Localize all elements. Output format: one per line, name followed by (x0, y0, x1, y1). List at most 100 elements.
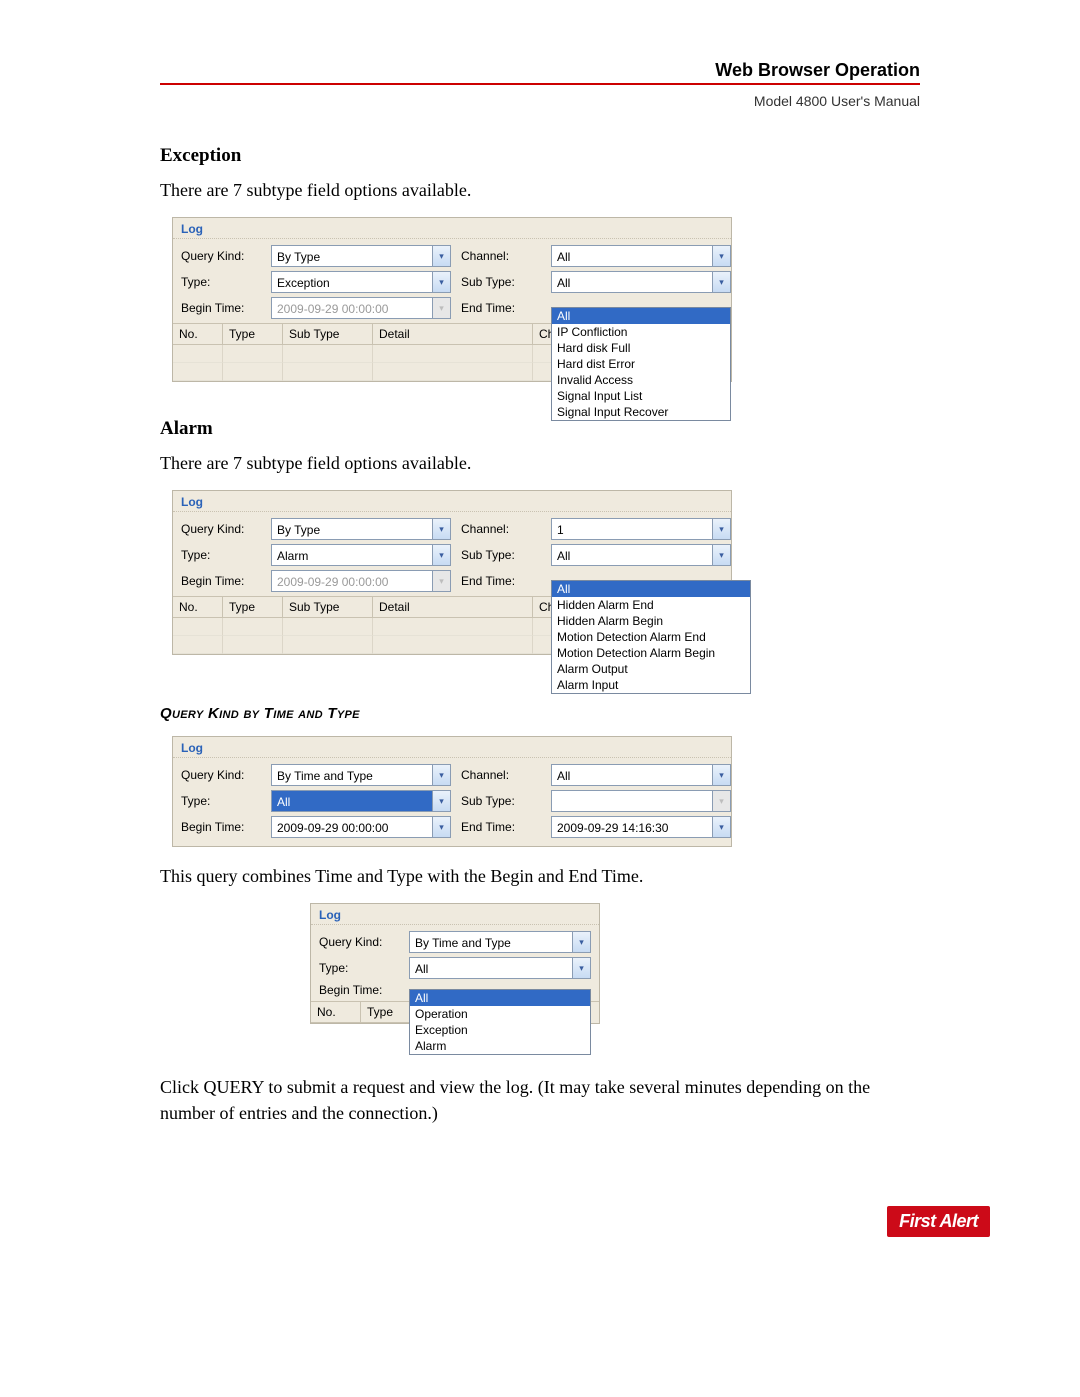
table-column-header: Detail (373, 324, 533, 345)
begin-time-field: 2009-09-29 00:00:00 ▾ (271, 570, 451, 592)
dropdown-option[interactable]: Alarm (410, 1038, 590, 1054)
chevron-down-icon[interactable]: ▾ (712, 545, 730, 565)
chevron-down-icon[interactable]: ▾ (712, 246, 730, 266)
table-cell (173, 345, 223, 363)
label-type: Type: (319, 961, 399, 975)
dropdown-option[interactable]: Signal Input Recover (552, 404, 730, 420)
table-column-header: No. (173, 597, 223, 618)
table-cell (373, 636, 533, 654)
chevron-down-icon[interactable]: ▾ (572, 958, 590, 978)
dropdown-option[interactable]: IP Confliction (552, 324, 730, 340)
chevron-down-icon[interactable]: ▾ (712, 765, 730, 785)
begin-time-field: 2009-09-29 00:00:00 ▾ (271, 297, 451, 319)
dropdown-option[interactable]: Alarm Input (552, 677, 750, 693)
dropdown-option[interactable]: Hidden Alarm Begin (552, 613, 750, 629)
type-select[interactable]: All ▾ (409, 957, 591, 979)
field-text: 2009-09-29 14:16:30 (552, 817, 712, 837)
field-text: All (552, 272, 712, 292)
table-column-header: Sub Type (283, 324, 373, 345)
dropdown-option[interactable]: Invalid Access (552, 372, 730, 388)
dropdown-option[interactable]: All (410, 990, 590, 1006)
chevron-down-icon[interactable]: ▾ (432, 817, 450, 837)
dropdown-option[interactable]: Hard disk Full (552, 340, 730, 356)
table-cell (173, 363, 223, 381)
query-kind-select[interactable]: By Time and Type ▾ (271, 764, 451, 786)
chevron-down-icon[interactable]: ▾ (432, 791, 450, 811)
closing-body: Click QUERY to submit a request and view… (160, 1074, 920, 1126)
query-kind-select[interactable]: By Type ▾ (271, 245, 451, 267)
panel-title: Log (311, 904, 599, 925)
subtype-dropdown-list[interactable]: AllIP ConflictionHard disk FullHard dist… (551, 307, 731, 421)
dropdown-option[interactable]: Signal Input List (552, 388, 730, 404)
panel-title: Log (173, 218, 731, 239)
exception-figure: Log Query Kind: By Type ▾ Channel: All ▾… (172, 217, 908, 382)
dropdown-option[interactable]: Hard dist Error (552, 356, 730, 372)
field-text: All (552, 765, 712, 785)
channel-select[interactable]: All ▾ (551, 245, 731, 267)
table-cell (283, 345, 373, 363)
chevron-down-icon[interactable]: ▾ (432, 272, 450, 292)
table-cell (173, 618, 223, 636)
type-dropdown-figure: Log Query Kind: By Time and Type ▾ Type:… (310, 903, 908, 1024)
begin-time-select[interactable]: 2009-09-29 00:00:00 ▾ (271, 816, 451, 838)
form-grid: Query Kind: By Time and Type ▾ Channel: … (173, 758, 731, 846)
channel-select[interactable]: 1 ▾ (551, 518, 731, 540)
time-type-body: This query combines Time and Type with t… (160, 863, 920, 889)
label-query-kind: Query Kind: (181, 768, 261, 782)
label-channel: Channel: (461, 249, 541, 263)
exception-heading: Exception (160, 145, 920, 167)
table-cell (173, 636, 223, 654)
dropdown-option[interactable]: Hidden Alarm End (552, 597, 750, 613)
chevron-down-icon[interactable]: ▾ (432, 765, 450, 785)
table-column-header: No. (311, 1002, 361, 1023)
dropdown-option[interactable]: Exception (410, 1022, 590, 1038)
dropdown-option[interactable]: Operation (410, 1006, 590, 1022)
form-grid: Query Kind: By Type ▾ Channel: All ▾ Typ… (173, 239, 731, 323)
type-select[interactable]: Exception ▾ (271, 271, 451, 293)
subtype-dropdown-list[interactable]: AllHidden Alarm EndHidden Alarm BeginMot… (551, 580, 751, 694)
end-time-select[interactable]: 2009-09-29 14:16:30 ▾ (551, 816, 731, 838)
table-cell (373, 363, 533, 381)
label-begin-time: Begin Time: (181, 301, 261, 315)
log-panel-time-type: Log Query Kind: By Time and Type ▾ Chann… (172, 736, 732, 847)
chevron-down-icon[interactable]: ▾ (432, 545, 450, 565)
exception-body: There are 7 subtype field options availa… (160, 177, 920, 203)
alarm-heading: Alarm (160, 418, 920, 440)
chevron-down-icon[interactable]: ▾ (432, 246, 450, 266)
channel-select[interactable]: All ▾ (551, 764, 731, 786)
chevron-down-icon[interactable]: ▾ (712, 519, 730, 539)
label-begin-time: Begin Time: (181, 574, 261, 588)
label-query-kind: Query Kind: (181, 249, 261, 263)
label-channel: Channel: (461, 768, 541, 782)
type-select[interactable]: All ▾ (271, 790, 451, 812)
alarm-body: There are 7 subtype field options availa… (160, 450, 920, 476)
dropdown-option[interactable]: Alarm Output (552, 661, 750, 677)
type-dropdown-list[interactable]: AllOperationExceptionAlarm (409, 989, 591, 1055)
form-grid: Query Kind: By Time and Type ▾ Type: All… (311, 925, 599, 1001)
chevron-down-icon: ▾ (432, 571, 450, 591)
query-kind-select[interactable]: By Time and Type ▾ (409, 931, 591, 953)
field-text (552, 791, 712, 811)
subtype-select: ▾ (551, 790, 731, 812)
dropdown-option[interactable]: All (552, 308, 730, 324)
field-text: All (272, 791, 432, 811)
field-text: By Type (272, 519, 432, 539)
label-channel: Channel: (461, 522, 541, 536)
subtype-select[interactable]: All ▾ (551, 271, 731, 293)
dropdown-option[interactable]: All (552, 581, 750, 597)
chevron-down-icon[interactable]: ▾ (572, 932, 590, 952)
dropdown-option[interactable]: Motion Detection Alarm End (552, 629, 750, 645)
query-kind-select[interactable]: By Type ▾ (271, 518, 451, 540)
subtype-select[interactable]: All ▾ (551, 544, 731, 566)
chevron-down-icon[interactable]: ▾ (712, 817, 730, 837)
dropdown-option[interactable]: Motion Detection Alarm Begin (552, 645, 750, 661)
chevron-down-icon[interactable]: ▾ (712, 272, 730, 292)
label-type: Type: (181, 275, 261, 289)
first-alert-logo: First Alert (887, 1206, 990, 1237)
type-select[interactable]: Alarm ▾ (271, 544, 451, 566)
label-end-time: End Time: (461, 301, 541, 315)
label-subtype: Sub Type: (461, 548, 541, 562)
chevron-down-icon[interactable]: ▾ (432, 519, 450, 539)
table-cell (283, 363, 373, 381)
table-cell (223, 636, 283, 654)
